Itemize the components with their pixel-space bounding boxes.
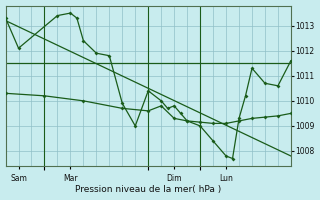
X-axis label: Pression niveau de la mer( hPa ): Pression niveau de la mer( hPa ) [75,185,221,194]
